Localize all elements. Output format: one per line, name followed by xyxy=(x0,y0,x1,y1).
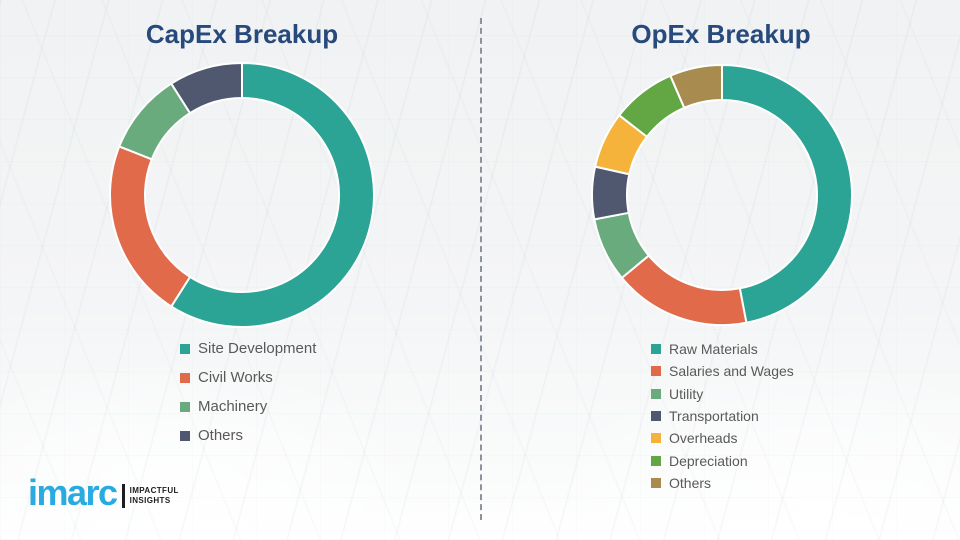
donut-segment-site-development xyxy=(170,62,376,328)
donut-segment-salaries-and-wages xyxy=(620,254,748,326)
legend-item-transportation: Transportation xyxy=(651,405,794,427)
opex-chart-title: OpEx Breakup xyxy=(631,19,811,49)
donut-segment-others xyxy=(669,64,723,109)
donut-segment-others xyxy=(170,62,243,115)
donut-segment-raw-materials xyxy=(721,64,854,324)
legend-item-site-development: Site Development xyxy=(180,334,316,363)
legend-item-utility: Utility xyxy=(651,383,794,405)
logo-divider-bar xyxy=(121,484,125,508)
legend-marker-overheads xyxy=(651,433,661,444)
legend-marker-utility xyxy=(651,388,661,399)
legend-marker-depreciation xyxy=(651,455,661,466)
imarc-wordmark: imarc xyxy=(28,472,118,513)
capex-donut-chart xyxy=(109,62,376,328)
logo-tagline: IMPACTFUL INSIGHTS xyxy=(130,486,179,505)
capex-chart-title: CapEx Breakup xyxy=(145,19,339,49)
legend-item-civil-works: Civil Works xyxy=(180,363,316,392)
legend-label: Site Development xyxy=(198,340,317,357)
legend-marker-others xyxy=(180,430,190,441)
legend-label: Others xyxy=(198,427,244,444)
legend-item-salaries-and-wages: Salaries and Wages xyxy=(651,360,794,382)
legend-label: Utility xyxy=(669,385,704,402)
legend-marker-others xyxy=(651,477,661,488)
legend-marker-transportation xyxy=(651,411,661,422)
legend-label: Salaries and Wages xyxy=(669,363,794,380)
opex-legend: Raw Materials Salaries and Wages Utility Tr… xyxy=(651,338,794,494)
logo-tagline-line1: IMPACTFUL xyxy=(129,486,179,496)
legend-label: Machinery xyxy=(198,398,268,415)
logo-tagline-line2: INSIGHTS xyxy=(129,496,171,505)
donut-segment-civil-works xyxy=(109,145,192,308)
legend-label: Civil Works xyxy=(198,369,273,386)
legend-marker-salaries-and-wages xyxy=(651,366,661,377)
legend-label: Overheads xyxy=(669,430,738,447)
legend-item-others: Others xyxy=(651,472,794,494)
legend-item-depreciation: Depreciation xyxy=(651,449,794,471)
capex-legend: Site Development Civil Works Machinery Othe… xyxy=(180,334,316,450)
legend-label: Depreciation xyxy=(669,452,748,469)
legend-label: Others xyxy=(669,474,712,491)
opex-donut-chart xyxy=(591,64,854,326)
legend-marker-raw-materials xyxy=(651,344,661,355)
legend-item-machinery: Machinery xyxy=(180,392,316,421)
legend-marker-machinery xyxy=(180,401,190,412)
legend-item-raw-materials: Raw Materials xyxy=(651,338,794,360)
legend-marker-civil-works xyxy=(180,372,190,383)
legend-item-others: Others xyxy=(180,421,316,450)
legend-label: Raw Materials xyxy=(669,341,758,358)
vertical-dashed-divider xyxy=(480,18,482,520)
imarc-logo: imarc IMPACTFUL INSIGHTS xyxy=(28,472,179,513)
legend-item-overheads: Overheads xyxy=(651,427,794,449)
donut-segment-transportation xyxy=(591,165,631,221)
legend-marker-site-development xyxy=(180,343,190,354)
legend-label: Transportation xyxy=(669,408,759,425)
